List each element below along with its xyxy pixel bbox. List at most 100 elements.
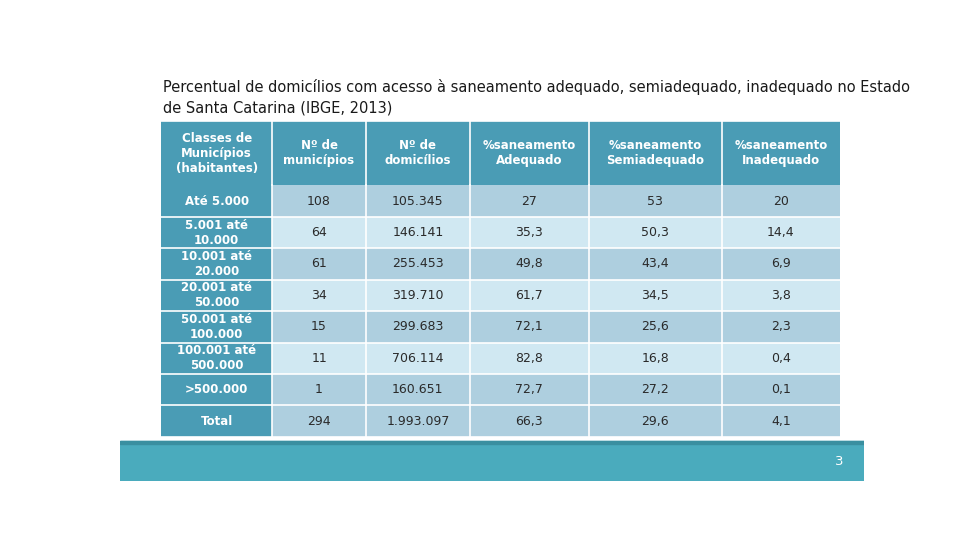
Bar xyxy=(588,280,722,311)
Text: 20.001 até
50.000: 20.001 até 50.000 xyxy=(181,281,252,309)
Bar xyxy=(470,342,588,374)
Text: 27,2: 27,2 xyxy=(641,383,669,396)
Text: 706.114: 706.114 xyxy=(392,352,444,365)
Bar xyxy=(722,280,840,311)
Text: 50,3: 50,3 xyxy=(641,226,669,239)
Bar xyxy=(588,217,722,248)
Bar xyxy=(722,217,840,248)
Bar xyxy=(366,311,470,342)
Text: 0,1: 0,1 xyxy=(771,383,791,396)
Bar xyxy=(470,406,588,437)
Bar xyxy=(722,342,840,374)
Bar xyxy=(120,441,864,481)
Text: Total: Total xyxy=(201,415,232,428)
Text: Nº de
municípios: Nº de municípios xyxy=(283,139,354,167)
Bar xyxy=(470,185,588,217)
Text: 25,6: 25,6 xyxy=(641,320,669,333)
Text: 64: 64 xyxy=(311,226,327,239)
Text: 50.001 até
100.000: 50.001 até 100.000 xyxy=(181,313,252,341)
Text: 100.001 até
500.000: 100.001 até 500.000 xyxy=(177,345,256,372)
Bar xyxy=(722,374,840,406)
Text: 82,8: 82,8 xyxy=(516,352,543,365)
Bar xyxy=(588,374,722,406)
Bar xyxy=(273,406,366,437)
Text: 27: 27 xyxy=(521,194,538,207)
Text: %saneamento
Adequado: %saneamento Adequado xyxy=(483,139,576,167)
Text: 108: 108 xyxy=(307,194,331,207)
Bar xyxy=(366,374,470,406)
Text: 72,7: 72,7 xyxy=(516,383,543,396)
Text: Até 5.000: Até 5.000 xyxy=(184,194,249,207)
Bar xyxy=(273,185,366,217)
Text: 53: 53 xyxy=(647,194,663,207)
Text: 3: 3 xyxy=(834,455,843,468)
Text: %saneamento
Semiadequado: %saneamento Semiadequado xyxy=(606,139,704,167)
Text: 29,6: 29,6 xyxy=(641,415,669,428)
Bar xyxy=(588,311,722,342)
Bar xyxy=(588,185,722,217)
Text: 294: 294 xyxy=(307,415,331,428)
Bar xyxy=(161,311,273,342)
Text: 61: 61 xyxy=(311,258,327,271)
Bar xyxy=(273,374,366,406)
Text: 15: 15 xyxy=(311,320,327,333)
Text: 35,3: 35,3 xyxy=(516,226,543,239)
Bar xyxy=(273,248,366,280)
Text: 319.710: 319.710 xyxy=(392,289,444,302)
Bar xyxy=(470,311,588,342)
Bar xyxy=(366,280,470,311)
Text: 1: 1 xyxy=(315,383,323,396)
Text: Classes de
Municípios
(habitantes): Classes de Municípios (habitantes) xyxy=(176,132,257,174)
Bar xyxy=(273,311,366,342)
Bar xyxy=(588,406,722,437)
Text: 146.141: 146.141 xyxy=(393,226,444,239)
Text: 5.001 até
10.000: 5.001 até 10.000 xyxy=(185,219,248,247)
Text: 3,8: 3,8 xyxy=(771,289,791,302)
Text: 14,4: 14,4 xyxy=(767,226,795,239)
Bar xyxy=(161,248,273,280)
Bar xyxy=(273,217,366,248)
Bar xyxy=(470,248,588,280)
Text: 4,1: 4,1 xyxy=(771,415,791,428)
Bar xyxy=(722,248,840,280)
Text: 49,8: 49,8 xyxy=(516,258,543,271)
Bar xyxy=(161,342,273,374)
Text: 10.001 até
20.000: 10.001 até 20.000 xyxy=(181,250,252,278)
Bar xyxy=(366,342,470,374)
Text: 66,3: 66,3 xyxy=(516,415,543,428)
Bar xyxy=(722,185,840,217)
Text: 0,4: 0,4 xyxy=(771,352,791,365)
Text: Percentual de domicílios com acesso à saneamento adequado, semiadequado, inadequ: Percentual de domicílios com acesso à sa… xyxy=(163,79,910,116)
Text: 34,5: 34,5 xyxy=(641,289,669,302)
Bar xyxy=(470,374,588,406)
Bar xyxy=(161,406,273,437)
Bar xyxy=(161,280,273,311)
Text: 255.453: 255.453 xyxy=(392,258,444,271)
Text: 61,7: 61,7 xyxy=(516,289,543,302)
Bar xyxy=(366,217,470,248)
Text: 34: 34 xyxy=(311,289,327,302)
Bar xyxy=(588,342,722,374)
Bar xyxy=(161,185,273,217)
Text: 11: 11 xyxy=(311,352,327,365)
Bar xyxy=(470,280,588,311)
Bar xyxy=(273,280,366,311)
Text: 43,4: 43,4 xyxy=(641,258,669,271)
Text: Nº de
domicílios: Nº de domicílios xyxy=(385,139,451,167)
Text: 299.683: 299.683 xyxy=(393,320,444,333)
Text: 16,8: 16,8 xyxy=(641,352,669,365)
Text: 2,3: 2,3 xyxy=(771,320,791,333)
Bar xyxy=(161,217,273,248)
Bar xyxy=(722,406,840,437)
Bar xyxy=(470,217,588,248)
Bar xyxy=(273,342,366,374)
Text: >500.000: >500.000 xyxy=(185,383,249,396)
Bar xyxy=(366,406,470,437)
Bar xyxy=(366,248,470,280)
Text: 72,1: 72,1 xyxy=(516,320,543,333)
Bar xyxy=(366,185,470,217)
Bar xyxy=(120,441,864,444)
Text: 1.993.097: 1.993.097 xyxy=(386,415,449,428)
Text: %saneamento
Inadequado: %saneamento Inadequado xyxy=(734,139,828,167)
Bar xyxy=(588,248,722,280)
